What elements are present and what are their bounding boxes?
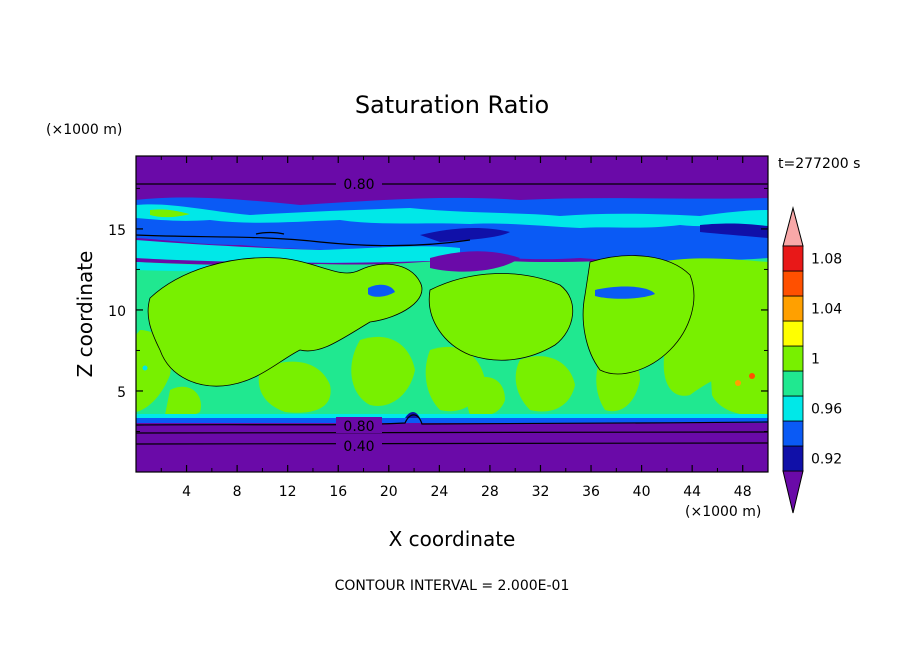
x-ticks: 4 8 12 16 20 24 28 32 36 40 44 48: [160, 156, 752, 500]
y-tick-label: 15: [108, 223, 126, 239]
colorbar-segment: [782, 445, 804, 472]
y-axis-label: Z coordinate: [73, 251, 97, 378]
colorbar-segment: [782, 245, 804, 272]
y-unit-label: (×1000 m): [46, 122, 122, 138]
y-ticks: 5 10 15: [108, 187, 768, 432]
contour-label: 0.80: [343, 419, 374, 435]
colorbar-tick-label: 1.04: [811, 302, 842, 318]
plot-frame: [135, 155, 769, 473]
contour-interval-footer: CONTOUR INTERVAL = 2.000E-01: [335, 578, 570, 594]
colorbar-segment: [782, 320, 804, 347]
x-tick-label: 40: [633, 484, 651, 500]
colorbar-max-triangle: [782, 206, 804, 247]
contour-label: 0.80: [343, 177, 374, 193]
colorbar: 0.92 0.96 1 1.04 1.08: [782, 206, 842, 514]
time-label: t=277200 s: [778, 156, 860, 172]
x-tick-label: 12: [279, 484, 297, 500]
x-tick-label: 16: [329, 484, 347, 500]
heatmap-field: [136, 156, 768, 472]
colorbar-segment: [782, 295, 804, 322]
x-tick-label: 48: [734, 484, 752, 500]
colorbar-tick-label: 0.96: [811, 402, 842, 418]
colorbar-tick-label: 1: [811, 352, 820, 368]
x-axis-label: X coordinate: [389, 527, 516, 551]
colorbar-segment: [782, 395, 804, 422]
colorbar-tick-label: 1.08: [811, 252, 842, 268]
colorbar-tick-label: 0.92: [811, 452, 842, 468]
x-tick-label: 28: [481, 484, 499, 500]
x-tick-label: 8: [233, 484, 242, 500]
colorbar-segment: [782, 345, 804, 372]
chart-title: Saturation Ratio: [355, 91, 549, 119]
x-tick-label: 20: [380, 484, 398, 500]
x-tick-label: 32: [532, 484, 550, 500]
colorbar-segment: [782, 270, 804, 297]
x-unit-label: (×1000 m): [685, 504, 761, 520]
x-tick-label: 36: [582, 484, 600, 500]
contour-label: 0.40: [343, 439, 374, 455]
y-tick-label: 10: [108, 304, 126, 320]
x-tick-label: 44: [683, 484, 701, 500]
x-tick-label: 24: [430, 484, 448, 500]
colorbar-min-triangle: [782, 470, 804, 514]
colorbar-segment: [782, 370, 804, 397]
colorbar-segment: [782, 420, 804, 447]
x-tick-label: 4: [182, 484, 191, 500]
y-tick-label: 5: [117, 385, 126, 401]
